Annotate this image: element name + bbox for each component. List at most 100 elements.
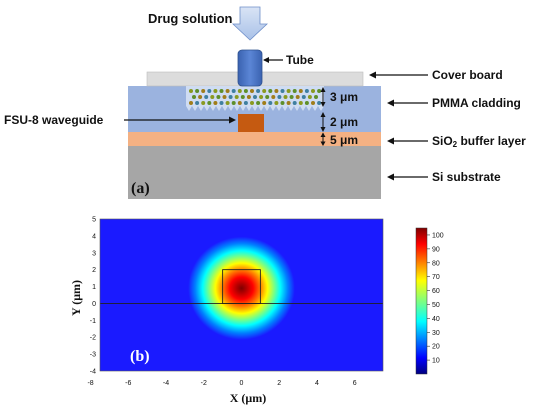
channel-teeth	[186, 106, 324, 111]
drug-particle	[219, 101, 224, 105]
drug-particle	[210, 95, 215, 99]
drug-particle	[280, 89, 285, 93]
drug-particle	[231, 89, 236, 93]
drug-particle	[189, 101, 193, 105]
y-tick-label: 3	[92, 250, 96, 257]
si-substrate-label: Si substrate	[432, 170, 501, 184]
cover-board-label: Cover board	[432, 68, 503, 82]
drug-particle	[198, 95, 203, 99]
drug-particle	[234, 95, 239, 99]
drug-particle	[295, 95, 300, 99]
panel-b-label: (b)	[130, 348, 150, 365]
drug-particle	[314, 95, 318, 99]
x-tick-label: -8	[87, 380, 93, 387]
drug-particle	[274, 89, 279, 93]
drug-particle	[262, 89, 267, 93]
drug-particle	[222, 95, 227, 99]
y-axis-ticks: -4 -3 -2 -1 0 1 2 3 4 5	[90, 217, 96, 376]
drug-particle	[292, 101, 297, 105]
drug-particle	[311, 89, 315, 93]
drug-particle	[192, 95, 196, 99]
plot-frame	[99, 218, 384, 372]
drug-particle	[317, 101, 322, 105]
drug-particle	[268, 89, 273, 93]
drug-particle	[280, 101, 285, 105]
drug-particle	[240, 95, 245, 99]
drug-particle	[228, 95, 233, 99]
drug-particle	[225, 101, 230, 105]
drug-particle	[265, 95, 270, 99]
colorbar-tick-label: 50	[432, 302, 440, 309]
drug-particle	[262, 101, 267, 105]
drug-particle	[189, 89, 193, 93]
drug-particle	[277, 95, 282, 99]
drug-particle	[243, 89, 248, 93]
x-tick-label: -6	[125, 380, 131, 387]
drug-particle	[216, 95, 221, 99]
panel-a-label: (a)	[131, 180, 150, 197]
drug-particles	[189, 89, 322, 105]
drug-solution-label: Drug solution	[148, 11, 233, 26]
y-tick-label: 4	[92, 233, 96, 240]
x-tick-label: -4	[163, 380, 169, 387]
drug-particle	[243, 101, 248, 105]
drug-particle	[195, 101, 200, 105]
drug-particle	[237, 101, 242, 105]
x-tick-label: 4	[315, 380, 319, 387]
pmma-cladding-label: PMMA cladding	[432, 96, 521, 110]
x-axis-ticks: -8 -6 -4 -2 0 2 4 6	[87, 380, 356, 387]
drug-particle	[219, 89, 224, 93]
x-axis-label: X (μm)	[230, 391, 266, 405]
drug-particle	[256, 101, 261, 105]
drug-particle	[274, 101, 279, 105]
y-tick-label: 0	[92, 301, 96, 308]
colorbar-tick-label: 90	[432, 246, 440, 253]
waveguide-core-outline	[222, 269, 261, 304]
drug-particle	[253, 95, 257, 99]
drug-particle	[286, 89, 291, 93]
drug-particle	[317, 89, 322, 93]
colorbar-tick-label: 70	[432, 274, 440, 281]
colorbar-ticks: 10 20 30 40 50 60 70 80 90 100	[427, 232, 444, 365]
y-tick-label: -3	[90, 352, 96, 359]
panel-b: -8 -6 -4 -2 0 2 4 6 -4 -3 -2 -1 0 1 2 3 4 5 X (μm) Y (μm…	[69, 217, 444, 406]
x-tick-label: 6	[353, 380, 357, 387]
drug-particle	[256, 89, 261, 93]
y-tick-label: 1	[92, 284, 96, 291]
dim-3um: 3 μm	[330, 90, 358, 104]
drug-particle	[231, 101, 236, 105]
colorbar-tick-label: 60	[432, 288, 440, 295]
tube-label: Tube	[286, 53, 314, 67]
x-tick-label: -2	[201, 380, 207, 387]
y-tick-label: 2	[92, 267, 96, 274]
fsu8-waveguide-core	[238, 114, 264, 132]
mode-field-spot	[183, 232, 300, 345]
colorbar-tick-label: 10	[432, 358, 440, 365]
drug-particle	[298, 101, 303, 105]
y-tick-label: -4	[90, 369, 96, 376]
drug-particle	[213, 89, 218, 93]
dimension-markers	[320, 87, 326, 146]
sio2-buffer-label: SiO2 buffer layer	[432, 134, 526, 149]
y-tick-label: -1	[90, 318, 96, 325]
drug-solution-arrow	[231, 6, 269, 41]
dim-5um: 5 μm	[330, 133, 358, 147]
fsu8-waveguide-label: FSU-8 waveguide	[4, 113, 104, 127]
drug-particle	[311, 101, 315, 105]
drug-particle	[301, 95, 306, 99]
dim-2um: 2 μm	[330, 115, 358, 129]
y-tick-label: -2	[90, 335, 96, 342]
drug-particle	[259, 95, 264, 99]
tube-shape	[237, 49, 263, 87]
drug-particle	[283, 95, 288, 99]
drug-particle	[207, 89, 212, 93]
drug-particle	[292, 89, 297, 93]
x-tick-label: 0	[240, 380, 244, 387]
drug-particle	[307, 95, 312, 99]
drug-particle	[213, 101, 218, 105]
drug-particle	[298, 89, 303, 93]
drug-particle	[304, 101, 309, 105]
drug-particle	[271, 95, 276, 99]
x-tick-label: 2	[277, 380, 281, 387]
